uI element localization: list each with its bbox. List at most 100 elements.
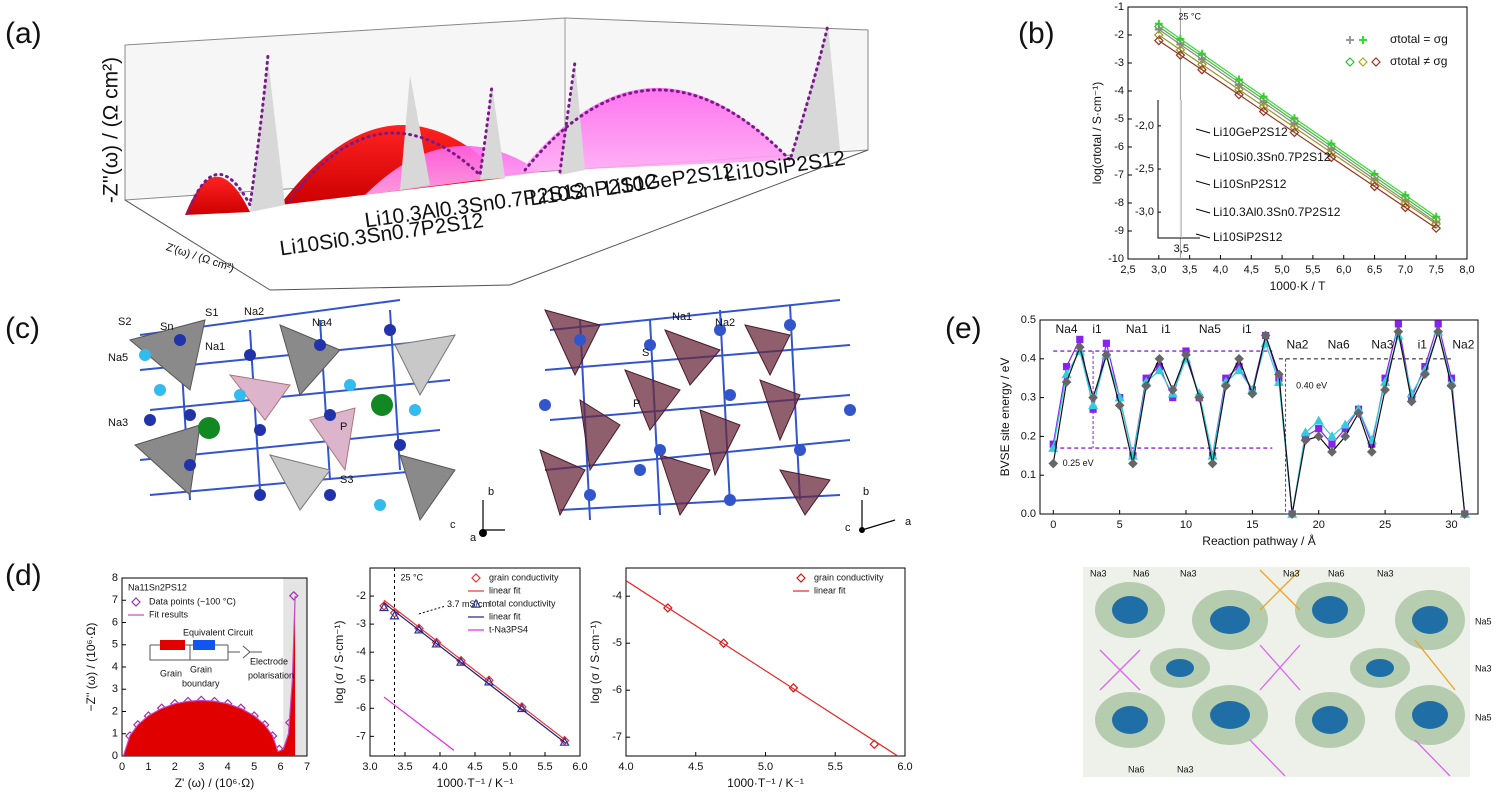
label-arrow	[1195, 128, 1211, 134]
site-label: Na6	[1328, 337, 1350, 351]
marker	[1313, 431, 1324, 442]
series-line	[383, 599, 567, 742]
marker	[1088, 400, 1099, 410]
y-tick-label: 2	[112, 705, 118, 717]
marker	[1394, 320, 1402, 328]
marker	[1313, 415, 1324, 425]
circuit-title: Equivalent Circuit	[183, 627, 254, 637]
atom-label: Na5	[108, 352, 128, 364]
circuit-label: boundary	[182, 678, 220, 688]
y-tick-label: -2	[356, 590, 366, 602]
map-label: Na6	[1128, 764, 1145, 774]
x-tick-label: 3.0	[362, 761, 377, 773]
marker	[1400, 202, 1411, 213]
x-tick-label: 5,0	[1274, 264, 1289, 276]
series-line	[1158, 40, 1437, 229]
y-tick-label: 1	[112, 728, 118, 740]
panel-label: (a)	[5, 17, 42, 50]
inset-axis	[1157, 100, 1200, 239]
y-tick-label: 0.0	[1021, 508, 1036, 520]
marker	[1114, 400, 1125, 411]
marker	[1258, 106, 1269, 117]
marker	[1358, 57, 1368, 67]
panel-label: (c)	[5, 312, 40, 345]
marker	[389, 608, 400, 618]
legend-label: σtotal = σg	[1390, 32, 1448, 46]
y-tick-label: -4	[1114, 85, 1124, 97]
legend-label: linear fit	[489, 585, 521, 595]
inset-y-tick-label: -2,5	[1135, 163, 1154, 175]
marker	[559, 736, 570, 746]
x-tick-label: 5.0	[758, 761, 773, 773]
atom-label: Na1	[672, 311, 692, 323]
legend-label: total conductivity	[489, 598, 556, 608]
atom-label: S1	[205, 307, 218, 319]
marker	[413, 624, 425, 634]
reference-label: 25 °C	[401, 572, 424, 582]
atom-label: P	[633, 398, 640, 410]
series-line	[1158, 23, 1437, 218]
chart: 0 1 2 3 4 5 6 7 0 1 2 3 4 5 6 7 8 Z' (ω) / (10⁶·Ω) −Z'' (ω…	[84, 572, 310, 790]
y-tick-label: -9	[1114, 225, 1124, 237]
marker	[1371, 57, 1381, 67]
marker	[1234, 353, 1244, 364]
y-tick-label: 0.1	[1021, 469, 1036, 481]
marker	[1340, 419, 1351, 429]
marker	[1420, 369, 1430, 380]
x-tick-label: 7,5	[1429, 264, 1444, 276]
y-tick-label: -8	[1114, 197, 1124, 209]
y-axis-label: log(σtotal / S·cm⁻¹)	[1090, 82, 1104, 184]
marker	[1207, 458, 1218, 469]
marker	[1366, 447, 1377, 457]
x-tick-label: 6,0	[1336, 264, 1351, 276]
y-tick-label: -6	[1114, 141, 1124, 153]
panel-e-map	[1083, 567, 1470, 777]
y-tick-label: -7	[356, 730, 366, 742]
marker	[1459, 509, 1470, 519]
x-tick-label: 4.5	[688, 761, 703, 773]
x-tick-label: 10	[1180, 519, 1192, 531]
marker	[1167, 384, 1178, 395]
x-tick-label: 4,0	[1213, 264, 1228, 276]
area	[123, 595, 296, 756]
x-tick-label: 5.0	[502, 761, 517, 773]
inset-x-tick-label: 3,5	[1174, 243, 1189, 255]
y-tick-label: -5	[356, 674, 366, 686]
site-label: Na3	[1371, 337, 1393, 351]
y-axis-label: log (σ / S·cm⁻¹)	[588, 620, 602, 703]
label-arrow	[1195, 208, 1211, 214]
site-label: Na1	[1126, 322, 1148, 336]
x-axis-label: Z' (ω) / (10⁶·Ω)	[175, 776, 255, 790]
y-tick-label: 0.4	[1021, 353, 1036, 365]
atom-label: S3	[340, 474, 353, 486]
label-arrow	[1195, 233, 1211, 239]
x-axis-label: 1000·T⁻¹ / K⁻¹	[437, 776, 514, 790]
chart: 2,5 3,0 3,5 4,0 4,5 5,0 5,5 6,0 6,5 7,0 7,5 8,0 -1 -2…	[1090, 1, 1474, 293]
x-tick-label: 5	[251, 761, 257, 773]
annotation: 0.25 eV	[1063, 458, 1094, 468]
atom-label: S2	[118, 316, 131, 328]
map-label: Na3	[1090, 568, 1107, 578]
marker	[1326, 152, 1337, 163]
marker	[1289, 122, 1300, 133]
marker	[1175, 50, 1186, 61]
chart: 3.0 3.5 4.0 4.5 5.0 5.5 6.0 -2 -3 -4 -5 -6 -7 1000·T⁻…	[332, 567, 588, 790]
marker	[1287, 509, 1298, 519]
legend-label: linear fit	[814, 585, 846, 595]
x-tick-label: 4.0	[432, 761, 447, 773]
y-tick-label: -7	[1114, 169, 1124, 181]
marker	[1346, 36, 1354, 44]
marker	[796, 573, 806, 583]
marker	[1359, 36, 1367, 44]
y-tick-label: -2	[1114, 29, 1124, 41]
marker	[1220, 381, 1231, 391]
marker	[483, 676, 495, 686]
marker	[1234, 89, 1244, 100]
marker	[456, 655, 466, 666]
y-axis-label: BVSE site energy / eV	[998, 358, 1012, 477]
atom-label: Sn	[160, 321, 173, 333]
panel-a-drawing	[124, 17, 869, 291]
marker	[1353, 408, 1364, 418]
marker	[1048, 458, 1059, 469]
marker	[1197, 55, 1206, 64]
